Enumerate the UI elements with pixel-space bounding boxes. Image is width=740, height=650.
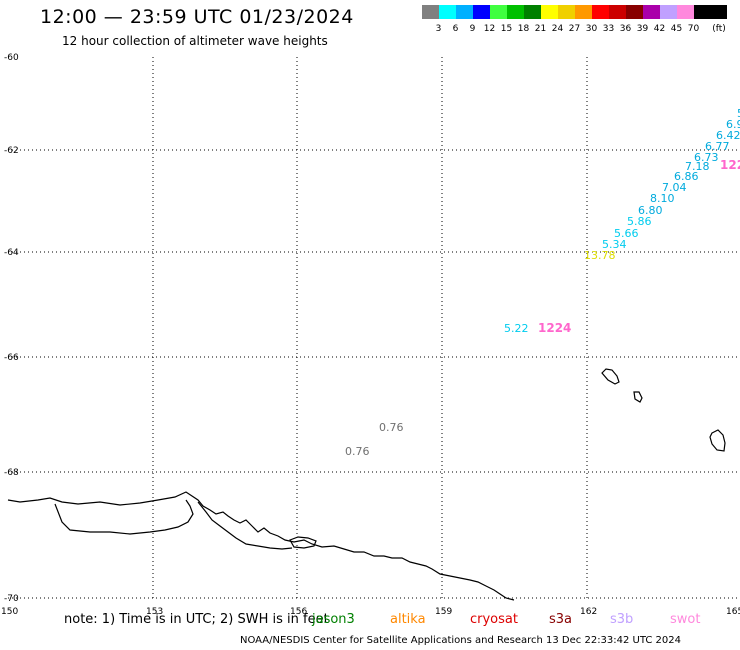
swh-observation: 0.76 [345,445,370,458]
legend-label: 24 [551,24,564,34]
legend-swatch [541,5,558,19]
legend-swatch [507,5,524,19]
legend-label: 15 [500,24,513,34]
swh-observation: 6.80 [638,204,663,217]
legend-swatch [694,5,727,19]
pass-time-label: 1224 [538,321,571,335]
lon-tick-label: 156 [290,607,307,617]
legend-swatch [660,5,677,19]
lon-tick-label: 162 [580,607,597,617]
satellite-label: swot [670,612,701,627]
satellite-label: jason3 [312,612,355,627]
footnote: note: 1) Time is in UTC; 2) SWH is in fe… [64,612,329,627]
credit-line: NOAA/NESDIS Center for Satellite Applica… [240,635,682,646]
satellite-label: cryosat [470,612,518,627]
lat-tick-label: -64 [4,248,19,258]
legend-swatch [592,5,609,19]
legend-label: 21 [534,24,547,34]
legend-unit: (ft) [712,24,726,34]
legend-label: 12 [483,24,496,34]
legend-swatch [490,5,507,19]
lat-tick-label: -70 [4,594,19,604]
legend-label: 45 [670,24,683,34]
pass-time-label: 122 [720,158,740,172]
graticule [8,57,740,600]
legend-label: 70 [687,24,700,34]
balleny-island-outline [601,368,620,385]
swh-observation: 13.78 [584,249,616,262]
legend-swatch [524,5,541,19]
swh-observation: 5.22 [504,322,529,335]
swh-observation: 6.42 [716,129,740,142]
swh-observation: 6.9 [726,118,740,131]
swh-observation: 8.10 [650,192,675,205]
swh-observation: 6.73 [694,151,719,164]
legend-label: 30 [585,24,598,34]
legend-label: 27 [568,24,581,34]
lat-tick-label: -60 [4,53,19,63]
lat-tick-label: -66 [4,353,19,363]
legend-swatch [456,5,473,19]
swh-observation: 5. [737,107,740,120]
inner-coast-outline [197,501,293,550]
swh-observation: 5.66 [614,227,639,240]
swh-observation: 7.04 [662,181,687,194]
satellite-label: s3a [549,612,573,627]
legend-swatch [643,5,660,19]
legend-swatch [575,5,592,19]
antarctic-coastline [7,491,515,601]
swh-observation: 6.77 [705,140,730,153]
swh-observation: 0.76 [379,421,404,434]
swh-observation: 6.86 [674,170,699,183]
satellite-label: altika [390,612,426,627]
legend-label: 9 [469,24,476,34]
lon-tick-label: 153 [146,607,163,617]
legend-label: 3 [435,24,442,34]
legend-label: 36 [619,24,632,34]
legend-label: 42 [653,24,666,34]
lon-tick-label: 150 [1,607,18,617]
legend-label: 18 [517,24,530,34]
swh-observation: 5.34 [602,238,627,251]
balleny-island-outline [709,429,726,452]
legend-swatch [422,5,439,19]
lat-tick-label: -68 [4,468,19,478]
ice-shelf-outline [54,499,194,535]
lon-tick-label: 159 [435,607,452,617]
legend-label: 39 [636,24,649,34]
legend-label: 6 [452,24,459,34]
map-title: 12:00 — 23:59 UTC 01/23/2024 [40,6,354,28]
lon-tick-label: 165 [726,607,740,617]
legend-swatch [609,5,626,19]
legend-swatch [473,5,490,19]
map-subtitle: 12 hour collection of altimeter wave hei… [62,34,328,48]
lat-tick-label: -62 [4,146,19,156]
legend-swatch [626,5,643,19]
swh-observation: 5.86 [627,215,652,228]
balleny-island-outline [633,391,643,403]
legend-swatch [439,5,456,19]
legend-label: 33 [602,24,615,34]
island-outline [289,536,317,549]
swh-observation: 7.18 [685,160,710,173]
legend-swatch [558,5,575,19]
satellite-label: s3b [610,612,634,627]
legend-swatch [677,5,694,19]
